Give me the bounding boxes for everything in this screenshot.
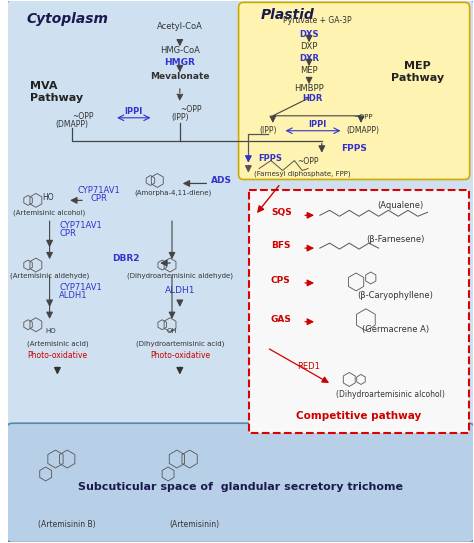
FancyBboxPatch shape [7, 423, 474, 542]
Text: (IPP): (IPP) [171, 113, 189, 122]
Text: ~OPP: ~OPP [297, 156, 319, 166]
Text: DXP: DXP [301, 42, 318, 51]
Text: (Dihydroartemisinic acid): (Dihydroartemisinic acid) [136, 340, 224, 347]
Text: Mevalonate: Mevalonate [150, 72, 210, 81]
Text: (DMAPP): (DMAPP) [346, 126, 380, 135]
Text: Subcuticular space of  glandular secretory trichome: Subcuticular space of glandular secretor… [78, 482, 403, 492]
FancyBboxPatch shape [7, 0, 474, 499]
Text: (Artemisinin): (Artemisinin) [169, 520, 219, 529]
FancyBboxPatch shape [249, 191, 469, 433]
Text: RED1: RED1 [297, 363, 320, 371]
Text: (Artemisinic acid): (Artemisinic acid) [27, 340, 88, 347]
Text: ALDH1: ALDH1 [59, 291, 88, 300]
Text: (Germacrene A): (Germacrene A) [362, 325, 429, 334]
Text: DBR2: DBR2 [112, 254, 140, 263]
Text: CPR: CPR [59, 229, 76, 238]
Text: BFS: BFS [271, 241, 291, 250]
Text: DXR: DXR [299, 54, 319, 63]
Text: (Dihydroartemisinic alcohol): (Dihydroartemisinic alcohol) [336, 390, 445, 399]
Text: IPPI: IPPI [308, 120, 326, 129]
Text: (Farnesyl diphosphate, FPP): (Farnesyl diphosphate, FPP) [254, 171, 351, 177]
Text: Photo-oxidative: Photo-oxidative [150, 351, 210, 359]
Text: HMG-CoA: HMG-CoA [160, 46, 200, 55]
Text: (Aqualene): (Aqualene) [377, 201, 423, 210]
Text: (Artemisinin B): (Artemisinin B) [38, 520, 96, 529]
Text: Competitive pathway: Competitive pathway [296, 411, 422, 421]
Text: IPPI: IPPI [125, 107, 143, 116]
Text: FPPS: FPPS [341, 143, 367, 153]
Text: SQS: SQS [271, 209, 292, 217]
Text: DXS: DXS [300, 30, 319, 39]
Text: (β-Caryophyllene): (β-Caryophyllene) [357, 291, 433, 300]
Text: (IPP): (IPP) [259, 126, 277, 135]
Text: ~OPP: ~OPP [72, 112, 93, 121]
Text: (DMAPP): (DMAPP) [55, 120, 89, 129]
Text: CYP71AV1: CYP71AV1 [77, 186, 120, 195]
Text: CYP71AV1: CYP71AV1 [59, 283, 102, 292]
Text: Plastid: Plastid [261, 8, 315, 22]
Text: HO: HO [43, 193, 55, 203]
Text: (Artemisinic aldehyde): (Artemisinic aldehyde) [10, 273, 89, 280]
Text: ALDH1: ALDH1 [164, 286, 195, 295]
Text: ADS: ADS [211, 176, 232, 186]
Text: MEP
Pathway: MEP Pathway [391, 61, 444, 83]
Text: (β-Farnesene): (β-Farnesene) [366, 235, 424, 244]
Text: Photo-oxidative: Photo-oxidative [27, 351, 88, 359]
Text: ~OPP: ~OPP [180, 105, 201, 114]
Text: ~OPP: ~OPP [353, 114, 373, 120]
Text: CYP71AV1: CYP71AV1 [59, 221, 102, 230]
Text: MVA
Pathway: MVA Pathway [30, 81, 83, 103]
FancyBboxPatch shape [238, 2, 470, 180]
Text: HMBPP: HMBPP [294, 84, 324, 93]
Text: CPS: CPS [271, 276, 291, 285]
Text: FPPS: FPPS [258, 154, 282, 162]
Text: CPR: CPR [90, 194, 107, 204]
Text: HO: HO [46, 327, 56, 334]
Text: Pyruvate + GA-3P: Pyruvate + GA-3P [283, 16, 351, 26]
Text: OH: OH [167, 327, 178, 334]
Text: MEP: MEP [300, 66, 318, 75]
Text: (Amorpha-4,11-diene): (Amorpha-4,11-diene) [134, 190, 211, 196]
Text: Acetyl-CoA: Acetyl-CoA [157, 22, 203, 31]
Text: (Dihydroartemisinic aldehyde): (Dihydroartemisinic aldehyde) [127, 273, 233, 280]
Text: Cytoplasm: Cytoplasm [26, 12, 108, 26]
Text: (Artemisinic alcohol): (Artemisinic alcohol) [13, 209, 86, 216]
Text: GAS: GAS [271, 315, 292, 324]
Text: HMGR: HMGR [164, 58, 195, 67]
Text: HDR: HDR [302, 94, 322, 103]
